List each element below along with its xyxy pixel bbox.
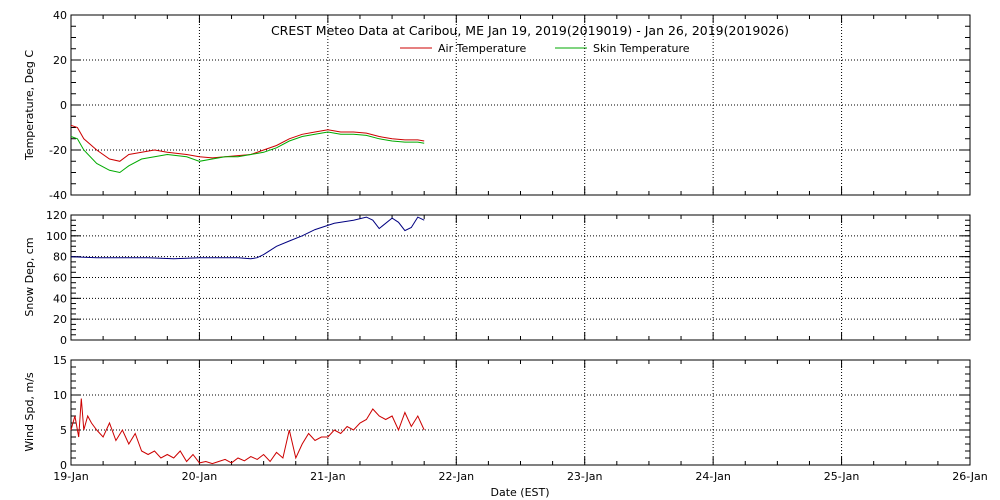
plot-frame: [70, 14, 971, 196]
series-line-panel-2: [70, 216, 425, 260]
series-line-skin-temperature: [70, 131, 425, 174]
legend: Air Temperature Skin Temperature: [400, 42, 690, 55]
y-tick-label: 0: [60, 334, 67, 347]
y-tick-label: 10: [53, 389, 67, 402]
x-tick-label: 24-Jan: [695, 470, 731, 483]
y-tick-label: 60: [53, 272, 67, 285]
y-tick-label: 100: [46, 230, 67, 243]
series-line-air-temperature: [70, 124, 425, 162]
series-line-panel-3: [70, 398, 425, 465]
y-tick-label: 20: [53, 54, 67, 67]
panel-1: -40 -20 0 20 40 Temperature, Deg C: [23, 9, 971, 202]
y-tick-label: 20: [53, 313, 67, 326]
y-axis-label: Wind Spd, m/s: [23, 372, 36, 452]
x-tick-label: 20-Jan: [182, 470, 218, 483]
y-axis-label: Snow Dep, cm: [23, 237, 36, 316]
legend-label: Air Temperature: [438, 42, 527, 55]
legend-label: Skin Temperature: [593, 42, 690, 55]
y-tick-label: 120: [46, 209, 67, 222]
y-tick-label: -20: [49, 144, 67, 157]
x-tick-label: 26-Jan: [952, 470, 988, 483]
x-tick-label: 21-Jan: [310, 470, 346, 483]
y-tick-label: 80: [53, 251, 67, 264]
x-axis: 19-Jan 20-Jan 21-Jan 22-Jan 23-Jan 24-Jan 25-J…: [53, 470, 988, 483]
plot-frame: [70, 359, 971, 466]
chart-title: CREST Meteo Data at Caribou, ME Jan 19, …: [271, 23, 789, 38]
x-tick-label: 19-Jan: [53, 470, 89, 483]
y-tick-label: -40: [49, 189, 67, 202]
x-tick-label: 23-Jan: [567, 470, 603, 483]
x-tick-label: 22-Jan: [439, 470, 475, 483]
y-tick-label: 5: [60, 424, 67, 437]
panel-2: 0 20 40 60 80 100 120 Snow Dep, cm: [23, 209, 971, 347]
panel-3: 0 5 10 15 Wind Spd, m/s: [23, 354, 971, 472]
y-tick-label: 40: [53, 292, 67, 305]
plot-frame: [70, 214, 971, 341]
y-tick-label: 0: [60, 459, 67, 472]
x-tick-label: 25-Jan: [824, 470, 860, 483]
y-tick-label: 40: [53, 9, 67, 22]
x-axis-label: Date (EST): [490, 486, 549, 499]
y-axis-label: Temperature, Deg C: [23, 50, 36, 161]
y-tick-label: 0: [60, 99, 67, 112]
y-tick-label: 15: [53, 354, 67, 367]
